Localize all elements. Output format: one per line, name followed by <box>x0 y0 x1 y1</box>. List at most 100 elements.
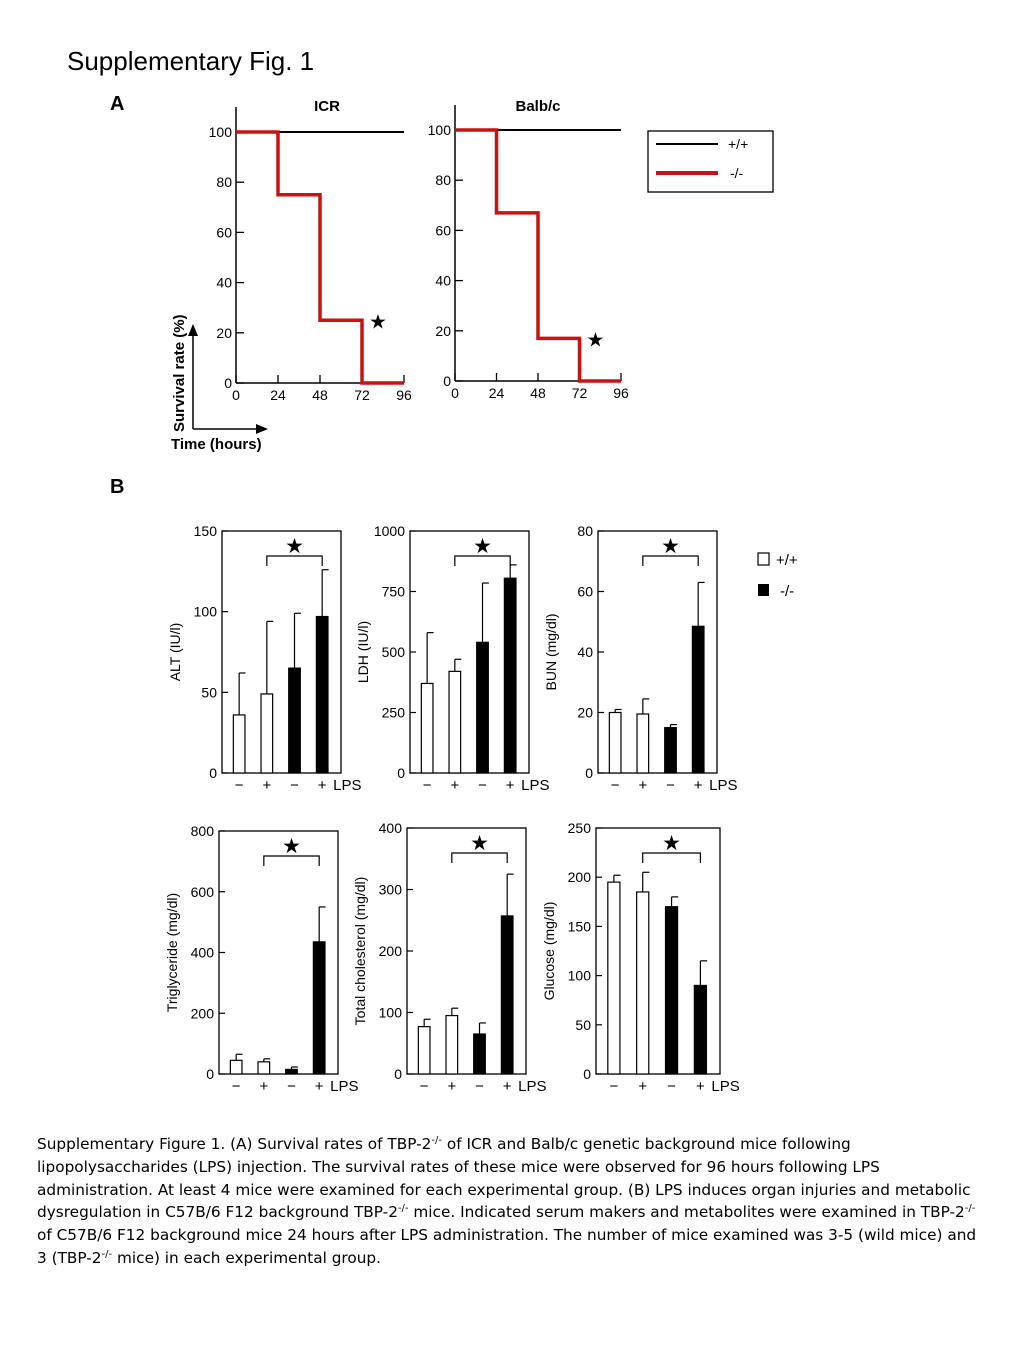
bar-knockout <box>500 915 514 1075</box>
bar-wildtype <box>229 1059 243 1075</box>
x-tick-label: − <box>475 1078 484 1095</box>
x-axis-suffix: LPS <box>333 777 361 794</box>
x-tick-label: − <box>235 777 244 794</box>
x-tick-label: 48 <box>530 385 546 401</box>
x-tick-label: 0 <box>232 387 240 403</box>
x-axis-suffix: LPS <box>521 777 549 794</box>
y-tick-label: 250 <box>382 705 406 721</box>
y-tick-label: 0 <box>209 765 217 781</box>
caption-text: mice) in each experimental group. <box>112 1248 382 1267</box>
legend-label: -/- <box>730 165 744 181</box>
significance-star: ★ <box>369 311 387 333</box>
chart-title: Balb/c <box>515 98 560 115</box>
y-tick-label: 200 <box>379 943 403 959</box>
y-tick-label: 300 <box>379 882 403 898</box>
x-tick-label: + <box>638 777 647 794</box>
plot-frame <box>595 827 721 1075</box>
significance-bracket <box>266 555 323 566</box>
figure-title: Supplementary Fig. 1 <box>67 46 314 76</box>
bar-chart-5: 0 100 200 300 400 Total cholesterol (mg/dl) − +… <box>352 820 547 1095</box>
x-tick-label: + <box>315 1078 324 1095</box>
y-tick-label: 200 <box>191 1005 215 1021</box>
y-tick-label: 40 <box>216 275 232 291</box>
bar-wildtype <box>257 1061 271 1075</box>
significance-star: ★ <box>473 535 492 558</box>
y-tick-label: 0 <box>224 375 232 391</box>
x-tick-label: − <box>232 1078 241 1095</box>
caption-superscript: -/- <box>101 1248 113 1260</box>
y-axis-title: Survival rate (%) <box>171 314 188 432</box>
survival-chart-1: ICR 0 20 40 60 80 100 0 24 48 72 96 ★ Survival rate (… <box>171 98 412 453</box>
significance-star: ★ <box>470 832 489 855</box>
x-tick-label: 0 <box>451 385 459 401</box>
y-tick-label: 20 <box>435 323 451 339</box>
caption-superscript: -/- <box>964 1203 976 1215</box>
caption-superscript: -/- <box>397 1203 409 1215</box>
x-axis-suffix: LPS <box>709 777 737 794</box>
significance-bracket <box>642 852 701 863</box>
figure-caption: Supplementary Figure 1. (A) Survival rat… <box>37 1133 987 1270</box>
y-tick-label: 100 <box>379 1005 403 1021</box>
x-tick-label: + <box>450 777 459 794</box>
y-tick-label: 20 <box>216 325 232 341</box>
significance-bracket <box>642 555 699 566</box>
bar-knockout <box>503 577 517 774</box>
y-tick-label: 80 <box>216 174 232 190</box>
y-tick-label: 200 <box>568 869 592 885</box>
x-tick-label: + <box>262 777 271 794</box>
caption-text: Supplementary Figure 1. (A) Survival rat… <box>37 1135 432 1153</box>
x-tick-label: 24 <box>489 385 505 401</box>
caption-text: mice. Indicated serum makers and metabol… <box>408 1203 965 1222</box>
x-axis-suffix: LPS <box>711 1078 739 1095</box>
significance-bracket <box>451 852 508 863</box>
y-tick-label: 60 <box>577 584 593 600</box>
y-axis-title: Total cholesterol (mg/dl) <box>352 877 368 1026</box>
bar-chart-6: 0 50 100 150 200 250 Glucose (mg/dl) − + − + LPS ★ <box>541 820 740 1095</box>
bar-legend: +/+ -/- <box>757 552 798 600</box>
significance-star: ★ <box>661 535 680 558</box>
panel-b-label: B <box>110 476 124 498</box>
x-tick-label: − <box>667 1078 676 1095</box>
caption-text: of ICR and Balb/c genetic background mic… <box>37 1135 971 1222</box>
bar-knockout <box>288 667 301 774</box>
x-tick-label: + <box>696 1078 705 1095</box>
y-tick-label: 400 <box>379 820 403 836</box>
legend-swatch-knockout <box>758 584 769 596</box>
y-tick-label: 100 <box>568 968 592 984</box>
bar-knockout <box>285 1068 298 1075</box>
y-axis-title: ALT (IU/l) <box>167 623 183 682</box>
y-axis-title: Glucose (mg/dl) <box>541 902 557 1001</box>
y-tick-label: 50 <box>201 684 217 700</box>
series-line-knockout <box>236 130 404 385</box>
x-tick-label: + <box>318 777 327 794</box>
caption-text: of C57B/6 F12 background mice 24 hours a… <box>37 1226 977 1267</box>
bar-wildtype <box>232 714 246 774</box>
bar-knockout <box>312 941 326 1075</box>
x-tick-label: 72 <box>354 387 370 403</box>
y-tick-label: 500 <box>382 644 406 660</box>
x-tick-label: 24 <box>270 387 286 403</box>
legend: +/+ -/- <box>647 130 774 193</box>
significance-bracket <box>263 855 320 866</box>
y-tick-label: 150 <box>194 523 218 539</box>
x-tick-label: + <box>638 1078 647 1095</box>
x-tick-label: − <box>420 1078 429 1095</box>
bar-chart-1: 0 50 100 150 ALT (IU/l) − + − + LPS ★ <box>167 523 362 794</box>
x-tick-label: 72 <box>572 385 588 401</box>
legend-label: -/- <box>780 583 794 600</box>
x-axis-suffix: LPS <box>330 1078 358 1095</box>
y-axis-title: BUN (mg/dl) <box>543 613 559 690</box>
x-tick-label: + <box>447 1078 456 1095</box>
bar-knockout <box>473 1033 486 1075</box>
y-tick-label: 0 <box>397 765 405 781</box>
survival-chart-2: Balb/c 0 20 40 60 80 100 0 24 48 72 96 ★ <box>428 98 629 401</box>
caption-superscript: -/- <box>431 1134 442 1146</box>
x-tick-label: − <box>287 1078 296 1095</box>
bar-wildtype <box>445 1014 459 1075</box>
bar-wildtype <box>417 1026 431 1075</box>
panel-a-label: A <box>110 93 124 115</box>
bar-knockout <box>664 727 677 774</box>
y-tick-label: 250 <box>568 820 592 836</box>
axis-arrowhead <box>188 324 198 336</box>
x-tick-label: 48 <box>312 387 328 403</box>
